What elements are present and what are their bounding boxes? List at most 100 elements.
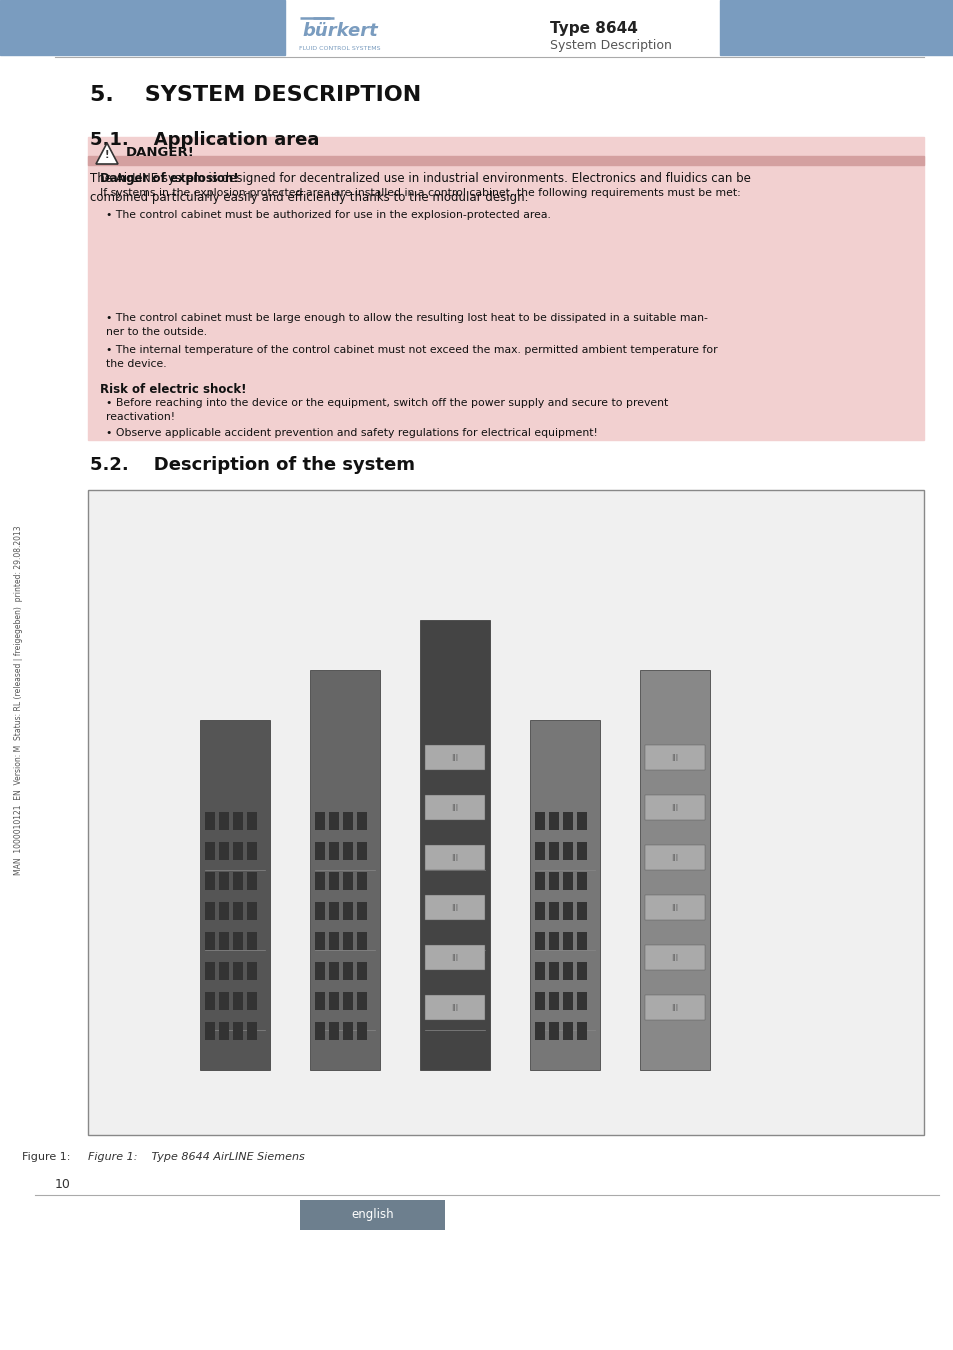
Bar	[247, 931, 256, 950]
Text: 5.1.    Application area: 5.1. Application area	[90, 131, 319, 148]
Text: Type 8644: Type 8644	[550, 20, 638, 35]
Text: • Observe applicable accident prevention and safety regulations for electrical e: • Observe applicable accident prevention…	[106, 428, 598, 437]
Bar	[343, 992, 353, 1010]
Text: • The control cabinet must be large enough to allow the resulting lost heat to b: • The control cabinet must be large enou…	[106, 313, 707, 338]
Bar	[644, 895, 704, 919]
FancyBboxPatch shape	[88, 490, 923, 1135]
Text: english: english	[351, 1208, 394, 1220]
Bar	[329, 1022, 338, 1040]
Bar	[644, 795, 704, 819]
Bar	[205, 811, 214, 830]
Bar	[247, 842, 256, 860]
Bar	[343, 963, 353, 980]
Bar	[356, 811, 367, 830]
Bar	[314, 811, 325, 830]
Bar	[644, 945, 704, 971]
Bar	[548, 842, 558, 860]
Bar	[314, 992, 325, 1010]
Bar	[247, 1022, 256, 1040]
Bar	[535, 872, 544, 890]
Text: Figure 1:    Type 8644 AirLINE Siemens: Figure 1: Type 8644 AirLINE Siemens	[88, 1152, 304, 1162]
Bar	[247, 992, 256, 1010]
Bar	[548, 902, 558, 919]
Bar	[535, 963, 544, 980]
Bar	[548, 992, 558, 1010]
Bar	[205, 872, 214, 890]
Bar	[548, 811, 558, 830]
Bar	[219, 902, 229, 919]
Bar	[247, 902, 256, 919]
Text: The AirLINE system is designed for decentralized use in industrial environments.: The AirLINE system is designed for decen…	[90, 171, 750, 204]
Bar	[314, 842, 325, 860]
Text: 5.    SYSTEM DESCRIPTION: 5. SYSTEM DESCRIPTION	[90, 85, 421, 105]
Bar	[577, 963, 586, 980]
Bar	[535, 902, 544, 919]
Text: Risk of electric shock!: Risk of electric shock!	[100, 383, 246, 396]
Bar	[644, 745, 704, 769]
Text: • The control cabinet must be authorized for use in the explosion-protected area: • The control cabinet must be authorized…	[106, 211, 550, 220]
Bar	[233, 1022, 243, 1040]
Bar	[424, 845, 484, 869]
Bar	[562, 1022, 573, 1040]
Bar	[233, 842, 243, 860]
Bar	[314, 963, 325, 980]
Text: |||: |||	[671, 755, 678, 761]
Bar	[329, 902, 338, 919]
Bar	[562, 902, 573, 919]
Bar	[356, 902, 367, 919]
Bar	[562, 811, 573, 830]
Text: |||: |||	[451, 855, 458, 861]
Bar	[548, 872, 558, 890]
Bar	[205, 902, 214, 919]
Bar	[314, 872, 325, 890]
Bar	[720, 0, 953, 55]
Bar	[562, 931, 573, 950]
Bar	[219, 931, 229, 950]
Bar	[329, 872, 338, 890]
Text: • Before reaching into the device or the equipment, switch off the power supply : • Before reaching into the device or the…	[106, 398, 667, 423]
Bar	[219, 811, 229, 830]
Bar	[314, 1022, 325, 1040]
Bar	[562, 963, 573, 980]
Bar	[577, 842, 586, 860]
Bar	[233, 992, 243, 1010]
Polygon shape	[96, 143, 118, 163]
Bar	[247, 872, 256, 890]
Bar	[329, 811, 338, 830]
Bar	[233, 963, 243, 980]
Bar	[0, 0, 285, 55]
Bar	[314, 902, 325, 919]
Bar	[88, 157, 923, 165]
Bar	[562, 842, 573, 860]
Text: System Description: System Description	[550, 39, 671, 51]
Bar	[535, 1022, 544, 1040]
Bar	[577, 931, 586, 950]
Bar	[233, 931, 243, 950]
Bar	[562, 992, 573, 1010]
Bar	[419, 620, 490, 1071]
Bar	[639, 670, 709, 1071]
Text: |||: |||	[671, 954, 678, 961]
Bar	[577, 992, 586, 1010]
Bar	[356, 992, 367, 1010]
Text: FLUID CONTROL SYSTEMS: FLUID CONTROL SYSTEMS	[299, 46, 380, 50]
Text: |||: |||	[451, 904, 458, 911]
Bar	[247, 811, 256, 830]
Bar	[356, 963, 367, 980]
Bar	[548, 931, 558, 950]
Bar	[329, 963, 338, 980]
Text: |||: |||	[451, 805, 458, 811]
Bar	[356, 1022, 367, 1040]
Text: !: !	[105, 150, 110, 161]
Bar	[219, 963, 229, 980]
Bar	[424, 795, 484, 819]
Bar	[577, 811, 586, 830]
Bar	[329, 842, 338, 860]
Bar	[548, 1022, 558, 1040]
Text: Danger of explosion!: Danger of explosion!	[100, 171, 238, 185]
Text: |||: |||	[671, 1004, 678, 1011]
Bar	[205, 842, 214, 860]
Bar	[219, 872, 229, 890]
Bar	[247, 963, 256, 980]
Bar	[200, 720, 270, 1071]
